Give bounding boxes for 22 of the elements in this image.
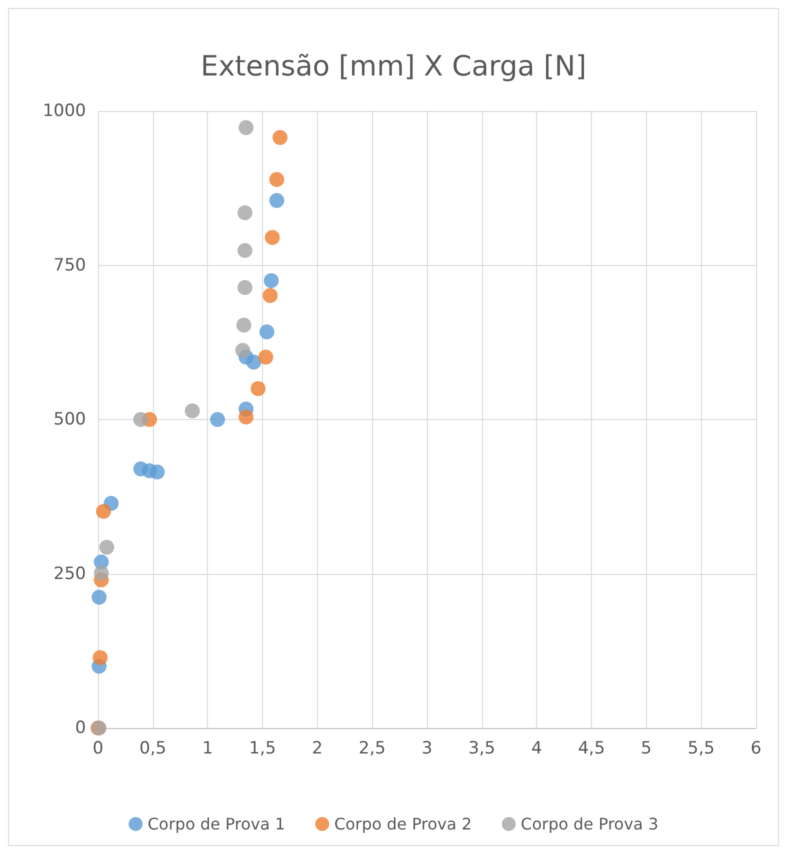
y-tick-label: 1000 — [42, 101, 86, 121]
x-tick-label: 1 — [202, 738, 214, 758]
legend-label: Corpo de Prova 3 — [520, 814, 658, 834]
x-tick-label: 2,5 — [358, 738, 386, 758]
y-tick-label: 0 — [75, 718, 86, 738]
x-tick-label: 1,5 — [248, 738, 276, 758]
legend-label: Corpo de Prova 1 — [148, 814, 286, 834]
legend-label: Corpo de Prova 2 — [334, 814, 472, 834]
x-tick-label: 0,5 — [139, 738, 166, 758]
x-tick-label: 2 — [312, 738, 323, 758]
x-tick-label: 5 — [640, 738, 652, 758]
y-tick-label: 750 — [54, 255, 86, 276]
x-tick-label: 0 — [92, 738, 104, 758]
x-tick-label: 6 — [750, 738, 762, 758]
x-tick-label: 3 — [422, 738, 432, 758]
x-tick-label: 3,5 — [468, 738, 496, 758]
x-tick-label: 4 — [531, 738, 542, 758]
chart-title: Extensão [mm] X Carga [N] — [200, 50, 586, 82]
x-tick-label: 5,5 — [688, 738, 715, 758]
x-tick-label: 4,5 — [578, 738, 606, 758]
y-tick-label: 500 — [54, 410, 86, 430]
y-tick-label: 250 — [54, 564, 86, 584]
